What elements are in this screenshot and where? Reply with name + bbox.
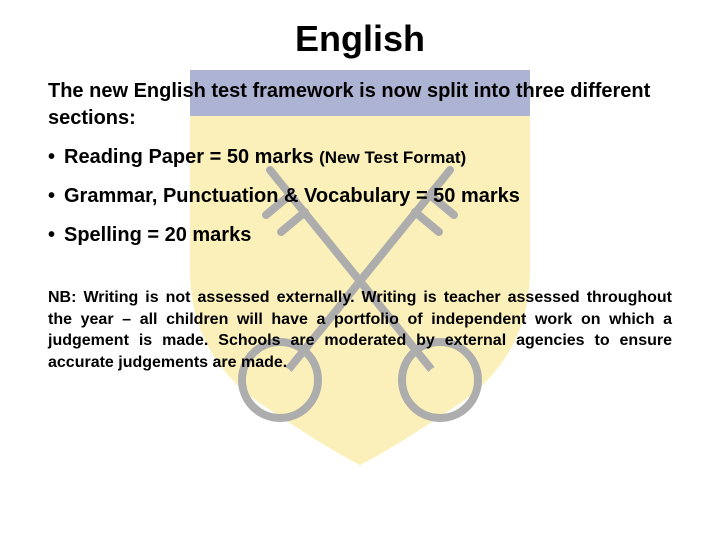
intro-text: The new English test framework is now sp…: [48, 78, 672, 132]
bullet-main: Spelling = 20 marks: [64, 224, 251, 246]
bullet-sub: (New Test Format): [319, 148, 466, 167]
list-item: Spelling = 20 marks: [48, 224, 672, 247]
list-item: Grammar, Punctuation & Vocabulary = 50 m…: [48, 185, 672, 208]
slide-content: English The new English test framework i…: [0, 0, 720, 373]
note-paragraph: NB: Writing is not assessed externally. …: [48, 287, 672, 373]
page-title: English: [48, 18, 672, 60]
bullet-main: Reading Paper = 50 marks: [64, 146, 319, 168]
bullet-list: Reading Paper = 50 marks (New Test Forma…: [48, 146, 672, 247]
bullet-main: Grammar, Punctuation & Vocabulary = 50 m…: [64, 185, 520, 207]
list-item: Reading Paper = 50 marks (New Test Forma…: [48, 146, 672, 169]
